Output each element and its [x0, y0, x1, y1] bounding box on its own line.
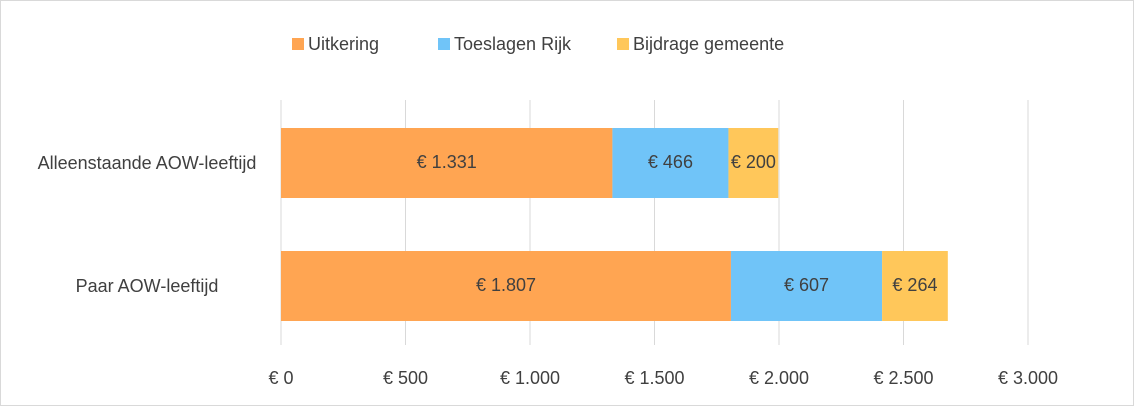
- legend-swatch: [438, 38, 450, 50]
- x-tick-label: € 1.000: [500, 368, 560, 388]
- x-tick-label: € 1.500: [624, 368, 684, 388]
- bar-segment: [728, 128, 779, 198]
- data-label: € 466: [648, 152, 693, 172]
- y-tick-label: Alleenstaande AOW-leeftijd: [37, 153, 257, 173]
- legend-label: Toeslagen Rijk: [454, 34, 572, 54]
- x-tick-label: € 2.500: [873, 368, 933, 388]
- bar-segment: [281, 251, 731, 321]
- x-tick-label: € 3.000: [998, 368, 1058, 388]
- data-label: € 607: [784, 275, 829, 295]
- legend-label: Bijdrage gemeente: [633, 34, 784, 54]
- x-tick-label: € 500: [383, 368, 428, 388]
- legend-swatch: [292, 38, 304, 50]
- data-label: € 1.807: [476, 275, 536, 295]
- y-tick-label: Paar AOW-leeftijd: [75, 276, 219, 296]
- data-label: € 1.331: [417, 152, 477, 172]
- bar-segment: [882, 251, 948, 321]
- legend-swatch: [617, 38, 629, 50]
- bar-segment: [281, 128, 613, 198]
- x-tick-label: € 0: [268, 368, 293, 388]
- bar-segment: [612, 128, 729, 198]
- x-tick-label: € 2.000: [749, 368, 809, 388]
- data-label: € 200: [731, 152, 776, 172]
- bar-segment: [730, 251, 883, 321]
- legend-label: Uitkering: [308, 34, 379, 54]
- data-label: € 264: [892, 275, 937, 295]
